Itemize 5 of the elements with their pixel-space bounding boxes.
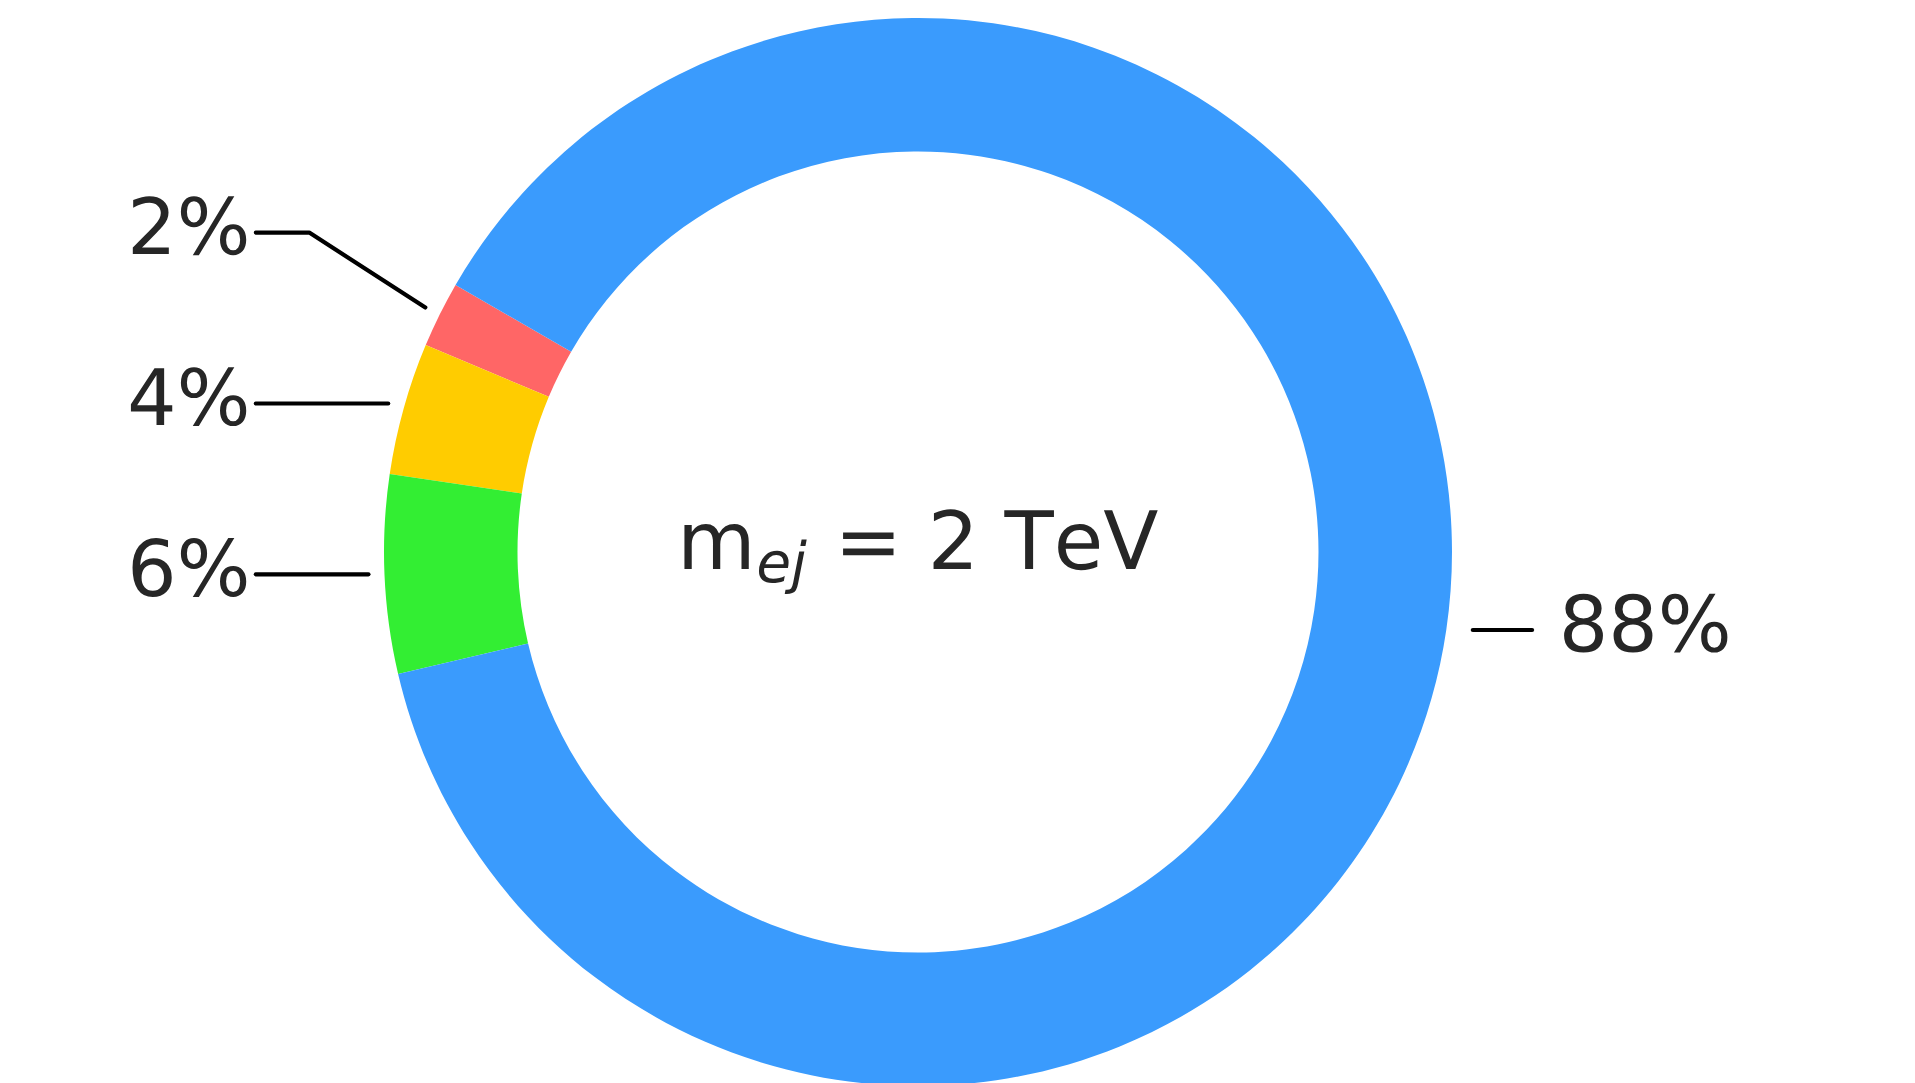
data-label: 6%	[132, 538, 247, 597]
data-label: 4%	[130, 367, 247, 427]
data-label: 88%	[1564, 593, 1728, 653]
text: m$_{ej}$ = 2 TeV	[684, 509, 1158, 595]
data-label: 2%	[132, 196, 247, 256]
